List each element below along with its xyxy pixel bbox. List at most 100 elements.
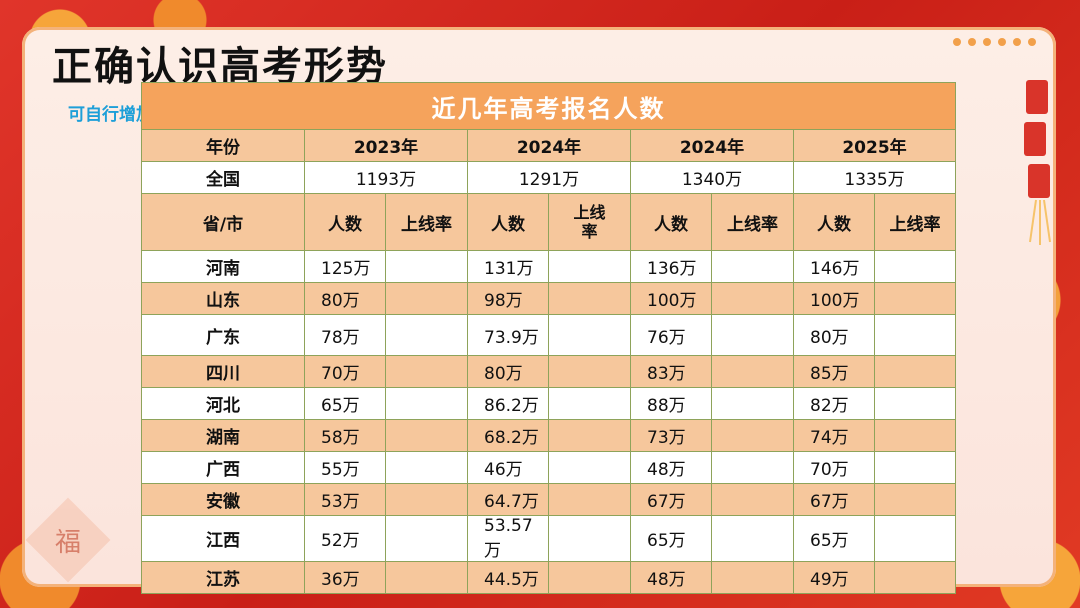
year-header: 2024年 bbox=[467, 129, 631, 162]
table-row: 四川 70万 80万 83万 85万 bbox=[141, 355, 957, 388]
count-cell: 80万 bbox=[467, 355, 549, 388]
rate-cell bbox=[873, 515, 957, 562]
year-header: 2023年 bbox=[304, 129, 468, 162]
rate-cell bbox=[873, 250, 957, 283]
count-cell: 65万 bbox=[793, 515, 875, 562]
rate-header: 上线率 bbox=[711, 193, 794, 251]
rate-cell bbox=[548, 250, 631, 283]
rate-cell bbox=[711, 314, 794, 356]
province-name: 四川 bbox=[141, 355, 305, 388]
rate-cell bbox=[711, 282, 794, 315]
count-cell: 85万 bbox=[793, 355, 875, 388]
count-cell: 80万 bbox=[793, 314, 875, 356]
rate-cell bbox=[385, 250, 468, 283]
registration-table: 近几年高考报名人数 年份 2023年 2024年 2024年 2025年 全国 … bbox=[140, 82, 957, 594]
rate-header: 上线率 bbox=[385, 193, 468, 251]
table-row: 河北 65万 86.2万 88万 82万 bbox=[141, 387, 957, 420]
count-cell: 68.2万 bbox=[467, 419, 549, 452]
count-cell: 100万 bbox=[630, 282, 712, 315]
rate-cell bbox=[385, 561, 468, 594]
table-row: 广东 78万 73.9万 76万 80万 bbox=[141, 314, 957, 356]
table-row: 安徽 53万 64.7万 67万 67万 bbox=[141, 483, 957, 516]
count-cell: 65万 bbox=[304, 387, 386, 420]
province-name: 广西 bbox=[141, 451, 305, 484]
count-cell: 76万 bbox=[630, 314, 712, 356]
count-cell: 80万 bbox=[304, 282, 386, 315]
count-cell: 44.5万 bbox=[467, 561, 549, 594]
province-name: 安徽 bbox=[141, 483, 305, 516]
year-label: 年份 bbox=[141, 129, 305, 162]
rate-cell bbox=[873, 355, 957, 388]
rate-cell bbox=[385, 451, 468, 484]
count-cell: 125万 bbox=[304, 250, 386, 283]
rate-cell bbox=[711, 483, 794, 516]
rate-cell bbox=[385, 483, 468, 516]
table-row: 湖南 58万 68.2万 73万 74万 bbox=[141, 419, 957, 452]
rate-cell bbox=[711, 387, 794, 420]
table-row: 山东 80万 98万 100万 100万 bbox=[141, 282, 957, 315]
province-name: 广东 bbox=[141, 314, 305, 356]
rate-cell bbox=[873, 419, 957, 452]
count-cell: 36万 bbox=[304, 561, 386, 594]
count-cell: 53万 bbox=[304, 483, 386, 516]
count-cell: 48万 bbox=[630, 561, 712, 594]
province-name: 江西 bbox=[141, 515, 305, 562]
rate-cell bbox=[873, 451, 957, 484]
count-cell: 86.2万 bbox=[467, 387, 549, 420]
rate-cell bbox=[711, 561, 794, 594]
rate-cell bbox=[873, 282, 957, 315]
year-header: 2024年 bbox=[630, 129, 794, 162]
count-cell: 74万 bbox=[793, 419, 875, 452]
count-cell: 52万 bbox=[304, 515, 386, 562]
count-cell: 131万 bbox=[467, 250, 549, 283]
rate-cell bbox=[548, 561, 631, 594]
rate-cell bbox=[873, 314, 957, 356]
count-cell: 67万 bbox=[793, 483, 875, 516]
nation-value: 1335万 bbox=[792, 161, 957, 194]
count-cell: 78万 bbox=[304, 314, 386, 356]
count-cell: 98万 bbox=[467, 282, 549, 315]
rate-cell bbox=[548, 355, 631, 388]
nation-value: 1193万 bbox=[304, 161, 468, 194]
province-name: 江苏 bbox=[141, 561, 305, 594]
rate-header: 上线 率 bbox=[548, 193, 631, 251]
nation-value: 1340万 bbox=[630, 161, 794, 194]
count-cell: 67万 bbox=[630, 483, 712, 516]
count-cell: 65万 bbox=[630, 515, 712, 562]
count-cell: 146万 bbox=[793, 250, 875, 283]
rate-cell bbox=[873, 483, 957, 516]
rate-header: 上线率 bbox=[873, 193, 957, 251]
count-cell: 73.9万 bbox=[467, 314, 549, 356]
province-name: 湖南 bbox=[141, 419, 305, 452]
count-cell: 136万 bbox=[630, 250, 712, 283]
province-label: 省/市 bbox=[141, 193, 305, 251]
rate-cell bbox=[548, 314, 631, 356]
rate-cell bbox=[385, 314, 468, 356]
rate-cell bbox=[548, 387, 631, 420]
nation-value: 1291万 bbox=[467, 161, 631, 194]
rate-cell bbox=[385, 282, 468, 315]
count-cell: 88万 bbox=[630, 387, 712, 420]
firecracker-icon bbox=[1024, 80, 1051, 245]
count-cell: 49万 bbox=[793, 561, 875, 594]
count-header: 人数 bbox=[793, 193, 875, 251]
year-header: 2025年 bbox=[792, 129, 957, 162]
rate-cell bbox=[548, 282, 631, 315]
rate-cell bbox=[873, 387, 957, 420]
province-name: 河北 bbox=[141, 387, 305, 420]
count-cell: 83万 bbox=[630, 355, 712, 388]
province-name: 山东 bbox=[141, 282, 305, 315]
table-row: 江苏 36万 44.5万 48万 49万 bbox=[141, 561, 957, 594]
table-row: 江西 52万 53.57万 65万 65万 bbox=[141, 515, 957, 562]
table-title: 近几年高考报名人数 bbox=[140, 82, 957, 130]
count-header: 人数 bbox=[630, 193, 712, 251]
rate-cell bbox=[385, 387, 468, 420]
count-cell: 53.57万 bbox=[467, 515, 549, 562]
count-cell: 100万 bbox=[793, 282, 875, 315]
rate-cell bbox=[385, 419, 468, 452]
nation-label: 全国 bbox=[141, 161, 305, 194]
count-cell: 70万 bbox=[793, 451, 875, 484]
rate-cell bbox=[548, 451, 631, 484]
fu-charm-icon: 福 bbox=[25, 497, 111, 583]
decorative-dots bbox=[953, 38, 1036, 46]
